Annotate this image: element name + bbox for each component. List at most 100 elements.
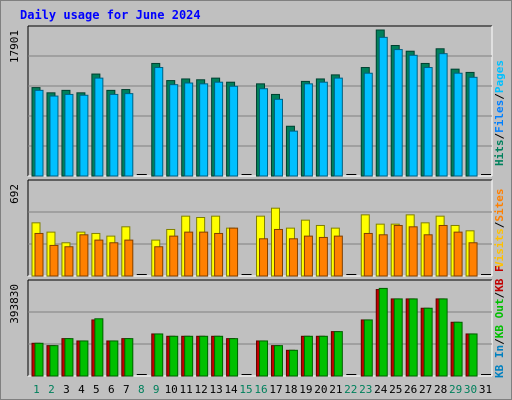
bar-requests-files-day-3 <box>64 93 74 177</box>
bar-visits-sites-day-5 <box>94 239 104 277</box>
chart-panels: 17901 692 393830 <box>8 25 493 377</box>
bar-requests-files-day-2 <box>49 95 59 177</box>
day-label-15: 15 <box>239 383 252 396</box>
bar-visits-sites-day-14 <box>229 227 239 277</box>
day-label-19: 19 <box>299 383 312 396</box>
bar-kbytes-kb-out-day-23 <box>363 319 373 377</box>
bar-requests-files-day-26 <box>408 54 418 177</box>
bar-visits-sites-day-11 <box>184 231 194 277</box>
day-label-22: 22 <box>344 383 357 396</box>
bar-kbytes-kb-out-day-14 <box>229 338 239 377</box>
bar-visits-sites-day-4 <box>79 234 89 277</box>
bar-kbytes-kb-out-day-10 <box>169 335 179 377</box>
day-label-1: 1 <box>33 383 40 396</box>
legend-panel1: Hits/Files/Pages <box>493 60 506 166</box>
bar-requests-files-day-19 <box>303 83 313 177</box>
bar-visits-sites-day-18 <box>288 238 298 277</box>
bar-visits-sites-day-3 <box>64 246 74 277</box>
bar-requests-files-day-4 <box>79 94 89 177</box>
bar-requests-files-day-24 <box>378 36 388 177</box>
bar-zero-kbytes <box>136 374 147 375</box>
y-axis-max-label: 17901 <box>8 30 21 63</box>
bar-zero-visits <box>481 274 492 275</box>
bar-requests-files-day-20 <box>318 81 328 177</box>
bar-requests-files-day-6 <box>109 93 119 177</box>
legend-item-panel1-0: Hits <box>493 140 506 167</box>
y-axis-max-label: 692 <box>8 184 21 204</box>
bar-kbytes-kb-out-day-11 <box>184 335 194 377</box>
bar-requests-files-day-28 <box>438 53 448 177</box>
legend-item-panel2-0: Visits <box>493 228 506 268</box>
day-label-2: 2 <box>48 383 55 396</box>
day-label-29: 29 <box>449 383 462 396</box>
legend-item-panel3-3: / <box>493 292 506 299</box>
legend-item-panel2-1: / <box>493 221 506 228</box>
day-label-10: 10 <box>165 383 178 396</box>
bar-kbytes-kb-out-day-20 <box>318 335 328 377</box>
bar-visits-sites-day-28 <box>438 224 448 277</box>
legend-item-panel2-2: Sites <box>493 189 506 222</box>
legend-item-panel3-4: KB F <box>493 265 506 292</box>
bar-kbytes-kb-out-day-2 <box>49 345 59 377</box>
bar-requests-files-day-13 <box>214 81 224 177</box>
bar-kbytes-kb-out-day-13 <box>214 335 224 377</box>
bar-kbytes-kb-out-day-24 <box>378 287 388 377</box>
legend-item-panel1-3: / <box>493 93 506 100</box>
day-labels: 1 2 3 4 5 6 7 8 9 10 11 12 13 14 15 16 17 18 19 20 21 22 23 24 2… <box>33 383 492 396</box>
bar-kbytes-kb-out-day-18 <box>288 349 298 377</box>
legend-item-panel1-4: Pages <box>493 60 506 93</box>
bar-zero-requests <box>241 174 252 175</box>
bar-visits-sites-day-16 <box>259 238 269 277</box>
bar-kbytes-kb-out-day-28 <box>438 298 448 377</box>
bar-kbytes-kb-out-day-7 <box>124 338 134 377</box>
bar-zero-visits <box>346 274 357 275</box>
bar-zero-requests <box>481 174 492 175</box>
bar-kbytes-kb-out-day-5 <box>94 318 104 377</box>
bar-visits-sites-day-23 <box>363 232 373 277</box>
day-label-28: 28 <box>434 383 447 396</box>
bar-kbytes-kb-out-day-29 <box>453 321 463 377</box>
bar-requests-files-day-25 <box>393 49 403 177</box>
bar-kbytes-kb-out-day-12 <box>199 335 209 377</box>
day-label-12: 12 <box>195 383 208 396</box>
day-label-9: 9 <box>153 383 160 396</box>
bar-visits-sites-day-17 <box>273 228 283 277</box>
bar-kbytes-kb-out-day-25 <box>393 298 403 377</box>
bar-visits-sites-day-10 <box>169 235 179 277</box>
bar-visits-sites-day-2 <box>49 244 59 277</box>
bar-requests-files-day-9 <box>154 67 164 177</box>
day-label-6: 6 <box>108 383 115 396</box>
bar-requests-files-day-29 <box>453 72 463 177</box>
bar-visits-sites-day-26 <box>408 226 418 277</box>
day-label-14: 14 <box>224 383 238 396</box>
bar-kbytes-kb-out-day-30 <box>468 333 478 377</box>
bar-kbytes-kb-out-day-4 <box>79 340 89 377</box>
bar-zero-requests <box>136 174 147 175</box>
bar-requests-files-day-7 <box>124 93 134 177</box>
day-label-21: 21 <box>329 383 342 396</box>
bar-kbytes-kb-out-day-9 <box>154 333 164 377</box>
day-label-13: 13 <box>209 383 222 396</box>
day-label-8: 8 <box>138 383 145 396</box>
day-label-7: 7 <box>123 383 130 396</box>
legend-panel3: KB In/KB Out/KB F <box>493 265 506 378</box>
bar-zero-visits <box>241 274 252 275</box>
legend-item-panel3-0: KB In <box>493 345 506 378</box>
bar-requests-files-day-23 <box>363 72 373 177</box>
day-label-4: 4 <box>78 383 85 396</box>
day-label-23: 23 <box>359 383 372 396</box>
bar-visits-sites-day-19 <box>303 235 313 277</box>
y-axis-max-label: 393830 <box>8 284 21 324</box>
chart-title: Daily usage for June 2024 <box>20 8 201 22</box>
bar-kbytes-kb-out-day-19 <box>303 335 313 377</box>
bar-kbytes-kb-out-day-21 <box>333 331 343 377</box>
bar-zero-requests <box>346 174 357 175</box>
bar-zero-kbytes <box>481 374 492 375</box>
bar-requests-files-day-16 <box>259 88 269 177</box>
bar-visits-sites-day-29 <box>453 231 463 277</box>
day-label-31: 31 <box>479 383 492 396</box>
day-label-24: 24 <box>374 383 388 396</box>
bar-kbytes-kb-out-day-27 <box>423 307 433 377</box>
bar-visits-sites-day-20 <box>318 236 328 277</box>
